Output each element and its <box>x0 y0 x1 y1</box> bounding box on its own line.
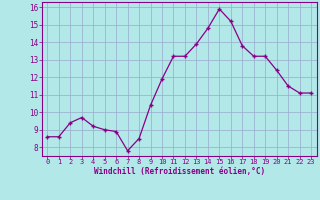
X-axis label: Windchill (Refroidissement éolien,°C): Windchill (Refroidissement éolien,°C) <box>94 167 265 176</box>
